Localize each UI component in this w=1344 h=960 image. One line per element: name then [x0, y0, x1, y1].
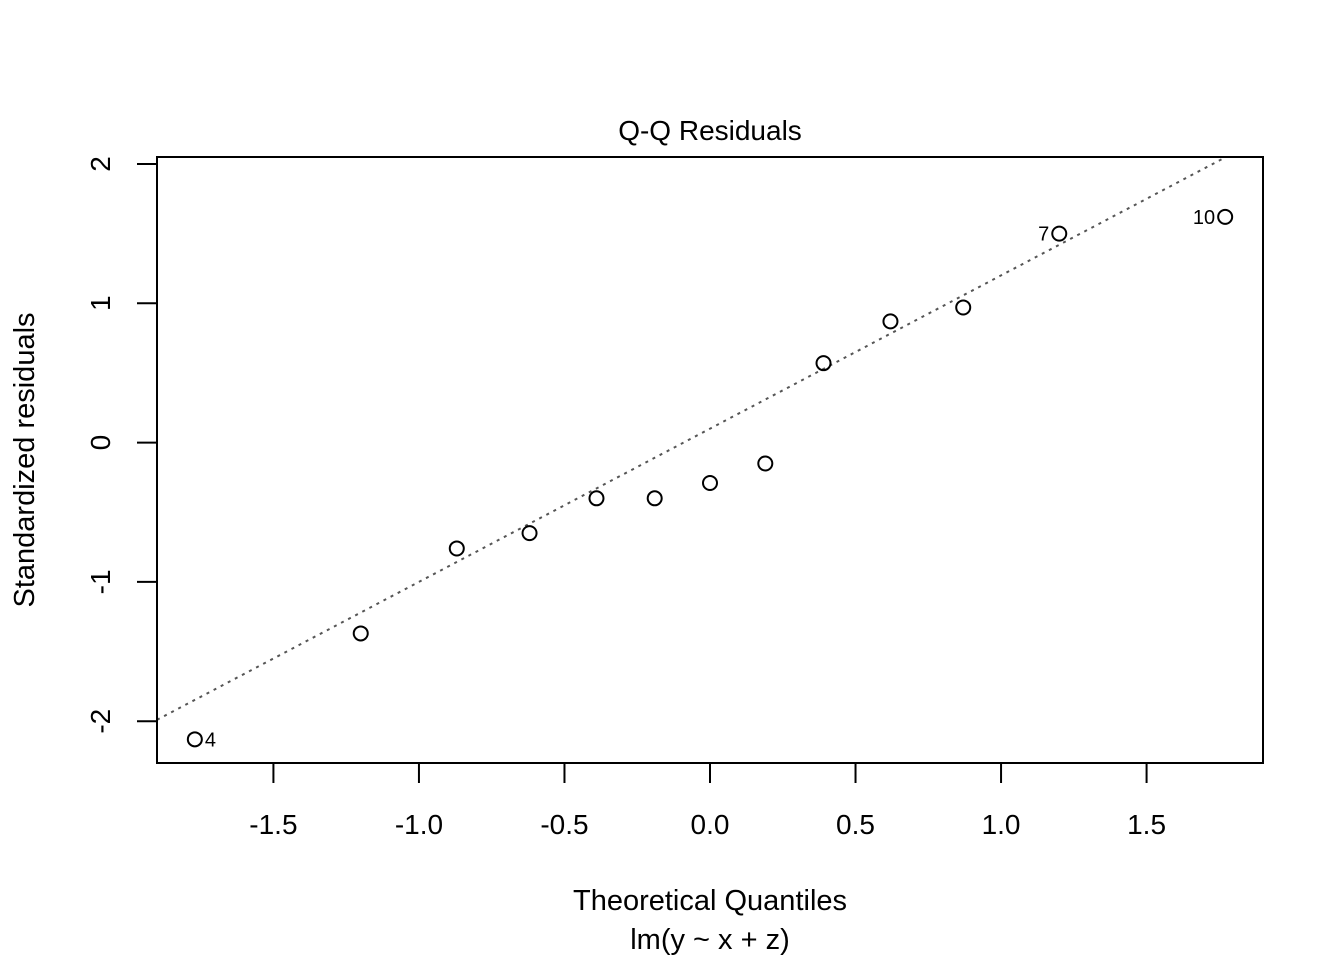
y-axis-title: Standardized residuals: [9, 312, 41, 607]
data-point: [352, 625, 369, 642]
x-axis: -1.5 -1.0 -0.5 0.0 0.5 1.0 1.5: [249, 762, 1166, 840]
data-point: [1051, 225, 1068, 242]
data-point: [882, 313, 899, 330]
data-point: [646, 490, 663, 507]
y-tick-label: 2: [85, 156, 116, 172]
point-label: 4: [205, 729, 216, 751]
point-label: 7: [1038, 224, 1049, 246]
data-point: [448, 540, 465, 557]
x-tick-label: 1.5: [1127, 809, 1166, 840]
x-tick-label: 1.0: [982, 809, 1021, 840]
qq-reference-line: [156, 156, 1227, 721]
x-tick-label: -1.0: [395, 809, 443, 840]
data-point: [702, 474, 718, 491]
x-tick-label: 0.0: [691, 809, 730, 840]
data-point: [955, 299, 972, 316]
y-tick-label: -2: [85, 709, 116, 734]
chart-title: Q-Q Residuals: [618, 115, 802, 146]
data-point: [521, 525, 538, 542]
data-point: [815, 355, 832, 372]
x-tick-label: -0.5: [540, 809, 588, 840]
y-tick-label: 1: [85, 295, 116, 311]
x-axis-subtitle: lm(y ~ x + z): [630, 924, 790, 956]
x-tick-label: -1.5: [249, 809, 297, 840]
x-tick-label: 0.5: [836, 809, 875, 840]
point-label: 10: [1193, 207, 1215, 229]
y-axis: -2 -1 0 1 2: [85, 156, 158, 734]
plot-frame: [156, 156, 1264, 764]
y-tick-label: 0: [85, 435, 116, 451]
reference-line-layer: [156, 156, 1227, 721]
x-axis-title: Theoretical Quantiles: [573, 885, 847, 917]
data-point: [186, 731, 203, 748]
points-layer: 4 7 10: [186, 207, 1234, 751]
y-tick-label: -1: [85, 569, 116, 594]
data-point: [1217, 208, 1234, 225]
data-point: [757, 455, 774, 472]
data-point: [588, 490, 605, 507]
